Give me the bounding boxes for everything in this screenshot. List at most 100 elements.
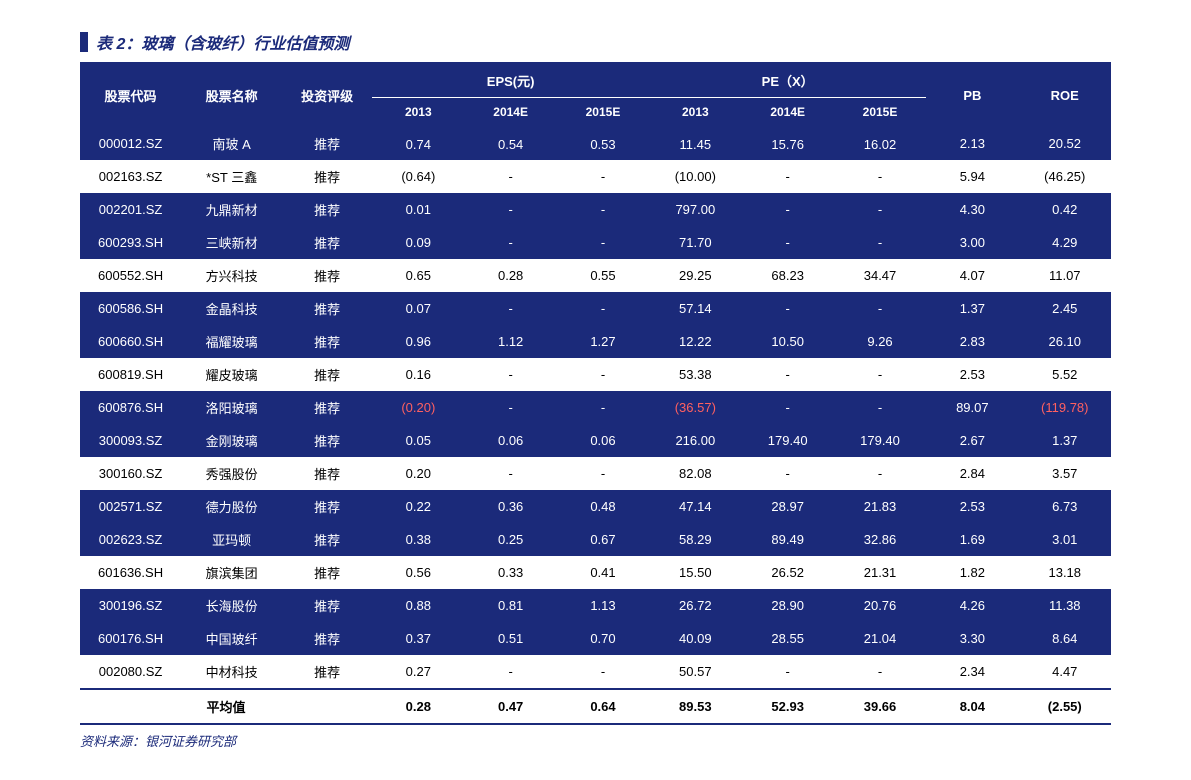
table-cell: 82.08 — [649, 457, 741, 490]
table-cell: 47.14 — [649, 490, 741, 523]
table-cell: 2.13 — [926, 127, 1018, 160]
table-row: 600176.SH中国玻纤推荐0.370.510.7040.0928.5521.… — [80, 622, 1111, 655]
table-cell: 耀皮玻璃 — [181, 358, 282, 391]
table-cell: 26.52 — [742, 556, 834, 589]
table-cell: - — [742, 226, 834, 259]
table-cell: 0.20 — [372, 457, 464, 490]
table-cell: - — [834, 391, 926, 424]
table-cell: 推荐 — [282, 391, 372, 424]
average-label: 平均值 — [80, 689, 372, 724]
table-cell: 20.52 — [1019, 127, 1111, 160]
table-cell: 0.51 — [464, 622, 556, 655]
table-cell: 600552.SH — [80, 259, 181, 292]
table-cell: 亚玛顿 — [181, 523, 282, 556]
table-cell: - — [464, 226, 556, 259]
table-cell: 15.50 — [649, 556, 741, 589]
table-cell: - — [557, 655, 649, 689]
table-cell: - — [834, 226, 926, 259]
table-cell: 5.94 — [926, 160, 1018, 193]
table-cell: 0.06 — [464, 424, 556, 457]
table-cell: *ST 三鑫 — [181, 160, 282, 193]
table-cell: 4.29 — [1019, 226, 1111, 259]
table-cell: 金晶科技 — [181, 292, 282, 325]
table-cell: - — [742, 655, 834, 689]
th-roe: ROE — [1019, 63, 1111, 127]
table-cell: (36.57) — [649, 391, 741, 424]
table-cell: 0.28 — [372, 689, 464, 724]
table-cell: 0.05 — [372, 424, 464, 457]
th-code: 股票代码 — [80, 63, 181, 127]
table-cell: - — [834, 358, 926, 391]
table-cell: 0.48 — [557, 490, 649, 523]
table-cell: 2.45 — [1019, 292, 1111, 325]
table-cell: 16.02 — [834, 127, 926, 160]
table-cell: 0.41 — [557, 556, 649, 589]
table-cell: 0.54 — [464, 127, 556, 160]
table-cell: 002201.SZ — [80, 193, 181, 226]
table-cell: - — [834, 457, 926, 490]
table-cell: 0.64 — [557, 689, 649, 724]
table-row: 300160.SZ秀强股份推荐0.20--82.08--2.843.57 — [80, 457, 1111, 490]
table-cell: 1.37 — [1019, 424, 1111, 457]
table-cell: 0.56 — [372, 556, 464, 589]
table-cell: 3.57 — [1019, 457, 1111, 490]
table-cell: 2.84 — [926, 457, 1018, 490]
table-cell: 0.55 — [557, 259, 649, 292]
table-cell: (119.78) — [1019, 391, 1111, 424]
valuation-table: 股票代码 股票名称 投资评级 EPS(元) PE（X） PB ROE 2013 … — [80, 62, 1111, 725]
th-pe-group: PE（X） — [649, 63, 926, 98]
table-row: 601636.SH旗滨集团推荐0.560.330.4115.5026.5221.… — [80, 556, 1111, 589]
table-cell: 推荐 — [282, 127, 372, 160]
table-cell: 0.27 — [372, 655, 464, 689]
table-cell: 89.49 — [742, 523, 834, 556]
th-eps-2013: 2013 — [372, 98, 464, 128]
table-cell: 1.37 — [926, 292, 1018, 325]
table-cell: 0.74 — [372, 127, 464, 160]
table-cell: 600586.SH — [80, 292, 181, 325]
table-cell: 推荐 — [282, 160, 372, 193]
table-cell: 3.01 — [1019, 523, 1111, 556]
table-cell: 0.33 — [464, 556, 556, 589]
table-cell: 26.72 — [649, 589, 741, 622]
table-row: 002571.SZ德力股份推荐0.220.360.4847.1428.9721.… — [80, 490, 1111, 523]
table-cell: - — [742, 193, 834, 226]
table-cell: 方兴科技 — [181, 259, 282, 292]
table-cell: 6.73 — [1019, 490, 1111, 523]
table-cell: 0.81 — [464, 589, 556, 622]
table-cell: 002163.SZ — [80, 160, 181, 193]
table-cell: 0.25 — [464, 523, 556, 556]
table-row: 300196.SZ长海股份推荐0.880.811.1326.7228.9020.… — [80, 589, 1111, 622]
table-cell: 2.53 — [926, 358, 1018, 391]
table-cell: 中材科技 — [181, 655, 282, 689]
table-cell: 600819.SH — [80, 358, 181, 391]
table-cell: 0.16 — [372, 358, 464, 391]
table-cell: 洛阳玻璃 — [181, 391, 282, 424]
table-cell: (10.00) — [649, 160, 741, 193]
table-cell: 71.70 — [649, 226, 741, 259]
table-row: 600876.SH洛阳玻璃推荐(0.20)--(36.57)--89.07(11… — [80, 391, 1111, 424]
table-cell: 002080.SZ — [80, 655, 181, 689]
th-eps-2015e: 2015E — [557, 98, 649, 128]
table-cell: 179.40 — [834, 424, 926, 457]
th-pe-2015e: 2015E — [834, 98, 926, 128]
table-cell: 推荐 — [282, 292, 372, 325]
th-eps-2014e: 2014E — [464, 98, 556, 128]
table-cell: 8.04 — [926, 689, 1018, 724]
table-cell: 三峡新材 — [181, 226, 282, 259]
table-cell: 3.30 — [926, 622, 1018, 655]
table-cell: - — [557, 193, 649, 226]
table-row: 002080.SZ中材科技推荐0.27--50.57--2.344.47 — [80, 655, 1111, 689]
table-cell: 福耀玻璃 — [181, 325, 282, 358]
table-cell: 11.38 — [1019, 589, 1111, 622]
table-row: 600552.SH方兴科技推荐0.650.280.5529.2568.2334.… — [80, 259, 1111, 292]
table-cell: - — [557, 358, 649, 391]
table-cell: 600293.SH — [80, 226, 181, 259]
table-cell: 216.00 — [649, 424, 741, 457]
table-cell: 旗滨集团 — [181, 556, 282, 589]
table-cell: 中国玻纤 — [181, 622, 282, 655]
table-cell: 推荐 — [282, 523, 372, 556]
table-title: 表 2：玻璃（含玻纤）行业估值预测 — [96, 30, 349, 54]
table-cell: 39.66 — [834, 689, 926, 724]
table-cell: - — [834, 193, 926, 226]
table-row: 600586.SH金晶科技推荐0.07--57.14--1.372.45 — [80, 292, 1111, 325]
